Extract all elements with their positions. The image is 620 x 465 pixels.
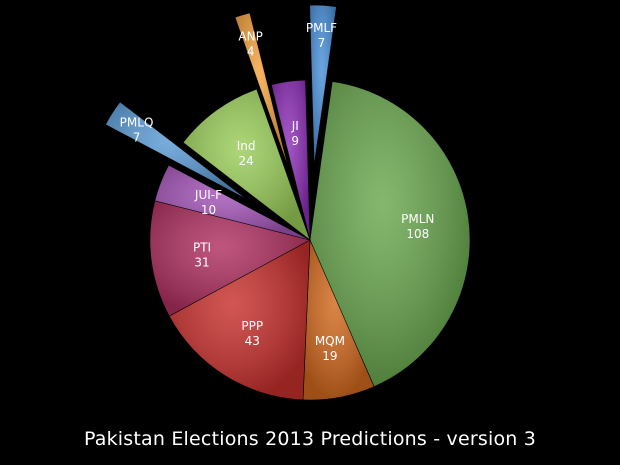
pie-slices bbox=[105, 4, 471, 401]
slice-label-ji: JI bbox=[291, 119, 299, 133]
slice-value-ind: 24 bbox=[238, 154, 253, 168]
pie-slice-shade-pti bbox=[150, 200, 310, 317]
slice-value-pti: 31 bbox=[194, 255, 209, 269]
slice-label-jui-f: JUI-F bbox=[194, 188, 222, 202]
slice-value-pmlq: 7 bbox=[133, 131, 141, 145]
slice-value-mqm: 19 bbox=[322, 349, 337, 363]
pie-slice-shade-pmlf bbox=[309, 5, 337, 166]
pie-slice-shade-mqm bbox=[303, 240, 375, 401]
slice-label-ind: Ind bbox=[237, 139, 256, 153]
slice-label-anp: ANP bbox=[238, 30, 262, 44]
pie-slice-shade-jui-f bbox=[154, 165, 310, 240]
pie-slice-shade-ppp bbox=[169, 240, 310, 400]
pie-slice-shade-pmln bbox=[310, 81, 471, 387]
pie-labels: PMLN108MQM19PPP43PTI31JUI-F10PMLQ7Ind24A… bbox=[120, 21, 435, 363]
chart-title: Pakistan Elections 2013 Predictions - ve… bbox=[83, 428, 537, 450]
slice-label-pmlf: PMLF bbox=[306, 21, 337, 35]
slice-value-anp: 4 bbox=[247, 45, 255, 59]
slice-label-pti: PTI bbox=[193, 240, 211, 254]
slice-label-ppp: PPP bbox=[241, 319, 263, 333]
slice-value-jui-f: 10 bbox=[201, 203, 216, 217]
slice-value-pmlf: 7 bbox=[318, 36, 326, 50]
slice-label-mqm: MQM bbox=[315, 334, 345, 348]
pie-slice-shade-anp bbox=[235, 12, 289, 169]
slice-value-pmln: 108 bbox=[406, 227, 429, 241]
slice-value-ji: 9 bbox=[291, 134, 299, 148]
pie-slice-shade-ji bbox=[271, 80, 310, 241]
pie-slice-shade-ind bbox=[183, 89, 310, 241]
slice-label-pmlq: PMLQ bbox=[120, 116, 154, 130]
slice-value-ppp: 43 bbox=[245, 334, 260, 348]
pie-slice-shade-pmlq bbox=[105, 101, 247, 200]
slice-label-pmln: PMLN bbox=[401, 212, 434, 226]
